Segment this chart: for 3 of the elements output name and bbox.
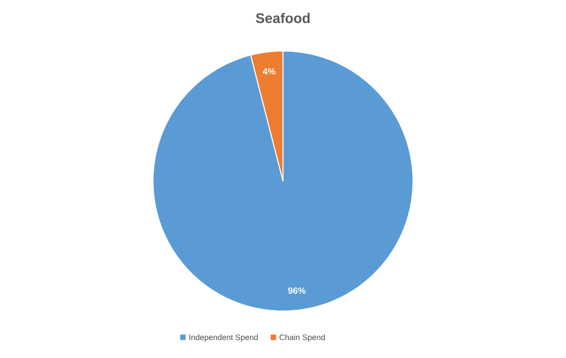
chart-title: Seafood [256, 12, 310, 24]
data-label: 4% [262, 68, 276, 75]
data-label: 96% [288, 287, 306, 294]
